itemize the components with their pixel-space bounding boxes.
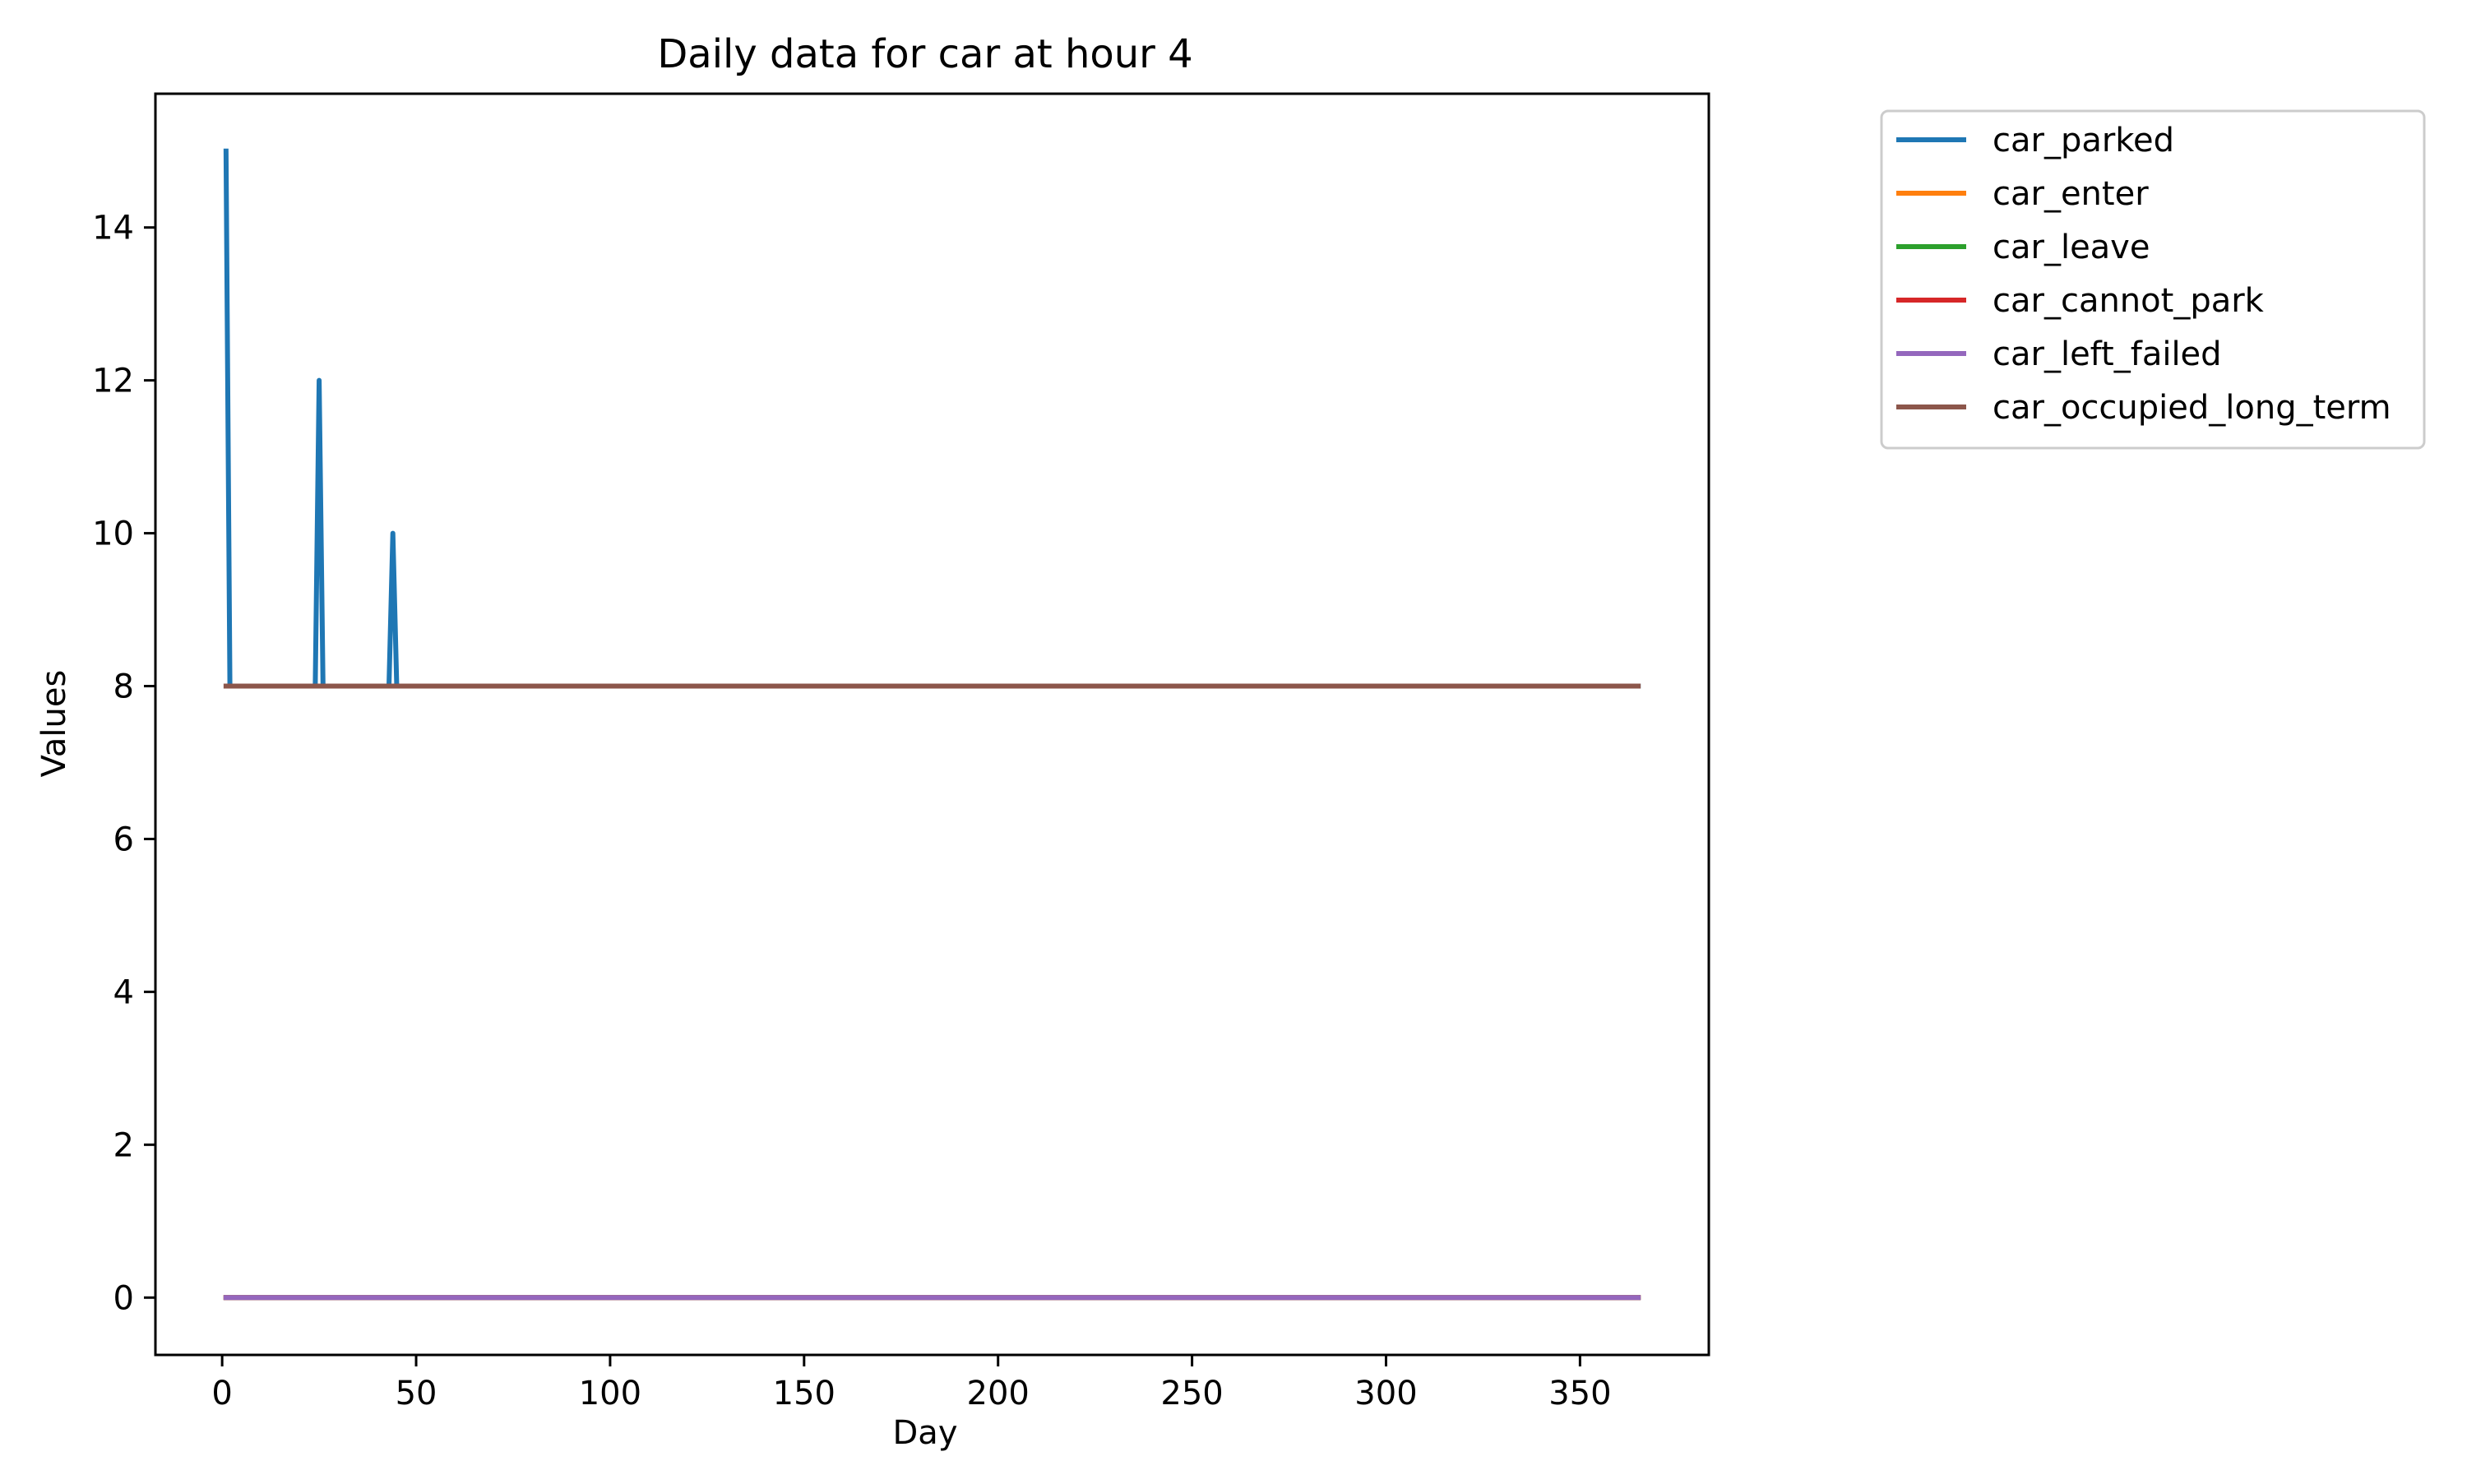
legend: car_parked car_enter car_leave car_cannot_p… — [1880, 109, 2426, 450]
legend-label: car_cannot_park — [1993, 282, 2265, 320]
legend-frame — [1880, 109, 2426, 450]
x-tick-label: 200 — [967, 1375, 1030, 1412]
chart-title: Daily data for car at hour 4 — [657, 31, 1192, 77]
x-tick-label: 150 — [773, 1375, 835, 1412]
legend-label: car_enter — [1993, 175, 2149, 213]
legend-label: car_left_failed — [1993, 335, 2222, 373]
y-tick-label: 6 — [113, 821, 134, 858]
y-axis-title: Values — [35, 670, 73, 778]
y-tick-label: 4 — [113, 973, 134, 1011]
y-tick-label: 10 — [92, 515, 134, 553]
axes-frame — [154, 92, 1710, 1357]
plot-area: 0 50 100 150 200 250 300 350 0 2 4 6 8 10 12 14 — [92, 92, 1710, 1412]
legend-label: car_leave — [1993, 229, 2150, 266]
legend-label: car_occupied_long_term — [1993, 389, 2391, 427]
x-tick-label: 350 — [1548, 1375, 1611, 1412]
x-tick-label: 300 — [1354, 1375, 1417, 1412]
y-tick-label: 12 — [92, 363, 134, 400]
x-tick-label: 0 — [211, 1375, 232, 1412]
y-tick-label: 8 — [113, 668, 134, 706]
x-tick-label: 50 — [396, 1375, 437, 1412]
y-tick-label: 0 — [113, 1279, 134, 1317]
y-tick-label: 14 — [92, 210, 134, 247]
legend-label: car_parked — [1993, 122, 2174, 159]
y-tick-label: 2 — [113, 1126, 134, 1164]
x-tick-label: 250 — [1160, 1375, 1223, 1412]
x-axis-title: Day — [893, 1414, 958, 1452]
x-tick-label: 100 — [579, 1375, 641, 1412]
